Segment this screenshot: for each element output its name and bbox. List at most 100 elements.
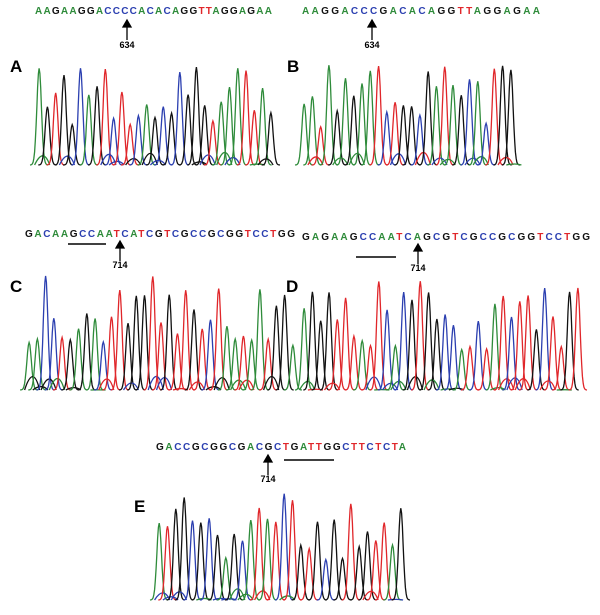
peak [452,347,471,391]
peak [36,275,55,391]
base: A [97,229,104,240]
base: A [312,232,319,243]
base: C [121,229,128,240]
peak [143,276,162,391]
peak [77,313,96,391]
base: C [104,6,111,17]
peak [427,318,447,391]
peak [212,101,231,166]
base: T [359,442,365,453]
base: C [433,232,440,243]
peak [184,309,204,391]
base: C [555,232,562,243]
base: A [130,229,137,240]
peak [328,108,347,166]
peak [535,288,554,391]
base: T [466,6,472,17]
minor-peak [199,154,216,166]
minor-peak [58,155,76,166]
base: T [198,6,204,17]
peak [38,106,57,166]
panel-label: A [10,57,22,76]
base: G [219,442,227,453]
base: G [442,232,450,243]
base: C [370,6,377,17]
peak [319,292,339,391]
base: A [300,442,307,453]
base: C [418,6,425,17]
base: A [265,6,272,17]
peak [391,508,411,601]
peak [324,519,344,601]
peak [29,68,49,166]
minor-peak [141,152,158,166]
base: C [460,232,467,243]
peak [253,87,272,166]
peak [349,544,369,601]
base: G [350,232,358,243]
chromatogram [294,281,588,391]
peak [494,295,513,391]
base: G [287,229,295,240]
base: G [321,6,329,17]
base: C [113,6,120,17]
base: T [392,442,398,453]
peak [259,336,278,391]
base: G [238,442,246,453]
base: A [239,6,246,17]
base: A [35,6,42,17]
base: G [493,6,501,17]
minor-peak [307,156,324,166]
base: A [155,6,162,17]
peak [501,69,521,166]
base: T [138,229,144,240]
peak [228,68,247,166]
base: C [183,442,190,453]
base: G [180,6,188,17]
base: A [378,232,385,243]
peak [267,305,286,391]
underlines [68,243,396,461]
base: C [164,6,171,17]
base: T [270,229,276,240]
peak [358,531,377,601]
base: G [302,232,310,243]
base: G [70,229,78,240]
peak [283,500,302,601]
base: T [351,442,357,453]
base: C [369,232,376,243]
base: G [448,6,456,17]
peak [249,507,269,601]
minor-peak [387,598,404,601]
peak [112,91,132,166]
base: A [388,232,395,243]
base: A [302,6,309,17]
base: C [261,229,268,240]
base: G [513,6,521,17]
base: G [291,442,299,453]
base: A [390,6,397,17]
base: A [340,232,347,243]
chromatogram [20,275,302,391]
peak [527,329,546,391]
peak [145,115,165,166]
peak [383,542,402,601]
peak [560,291,579,391]
peak [294,103,314,166]
base: T [114,229,120,240]
peak [96,69,115,166]
peak [502,316,521,391]
peak [543,316,563,391]
peak [493,65,512,166]
base: A [61,229,68,240]
base: T [164,229,170,240]
base: G [230,6,238,17]
minor-peak [48,377,66,391]
peak [476,121,496,166]
peak [94,339,113,391]
